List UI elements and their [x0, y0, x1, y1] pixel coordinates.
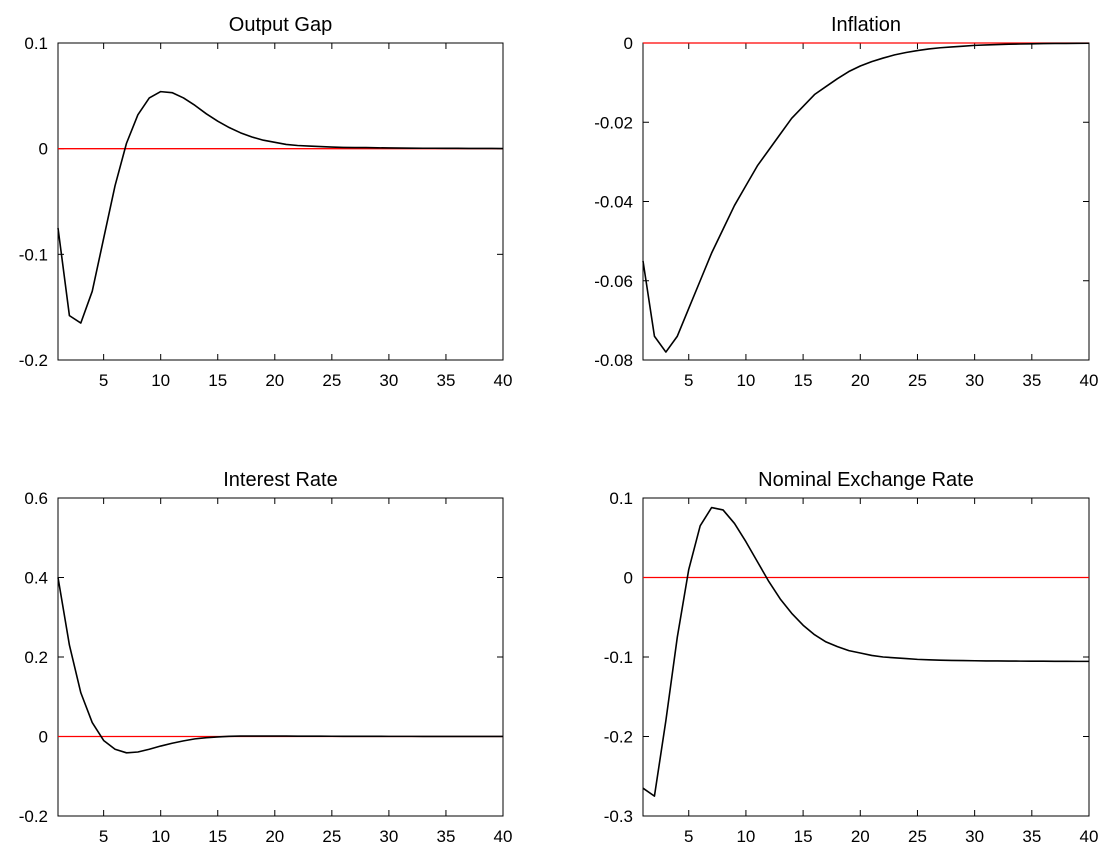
x-tick-label: 35 [436, 371, 455, 390]
y-tick-label: 0.2 [24, 648, 48, 667]
x-tick-label: 15 [794, 371, 813, 390]
x-tick-label: 30 [379, 827, 398, 846]
x-tick-label: 5 [99, 371, 108, 390]
plot-frame [57, 42, 504, 361]
x-tick-label: 15 [794, 827, 813, 846]
x-tick-label: 20 [851, 827, 870, 846]
x-tick-label: 25 [322, 827, 341, 846]
y-tick-label: 0.6 [24, 489, 48, 508]
x-tick-label: 25 [322, 371, 341, 390]
plot-frame [57, 497, 504, 817]
x-tick-label: 15 [208, 827, 227, 846]
series-line [642, 42, 1090, 353]
y-tick-label: -0.1 [604, 648, 633, 667]
x-tick-label: 10 [151, 371, 170, 390]
y-tick-label: 0.4 [24, 569, 48, 588]
y-tick-label: 0 [39, 140, 48, 159]
x-tick-label: 15 [208, 371, 227, 390]
y-tick-label: -0.3 [604, 807, 633, 826]
y-tick-label: 0 [624, 34, 633, 53]
y-tick-label: -0.2 [604, 728, 633, 747]
series-line [57, 577, 503, 754]
chart-panel-3: Interest Rate 5 10 15 20 25 30 35 40 -0.2 0 0.2 0.4 0… [19, 469, 513, 846]
x-tick-label: 30 [379, 371, 398, 390]
chart-panel-1: Output Gap 5 10 15 20 25 30 35 40 -0.2 -0.1 0 0.1 [19, 14, 513, 390]
x-tick-label: 30 [965, 827, 984, 846]
x-tick-label: 40 [1080, 827, 1099, 846]
chart-title: Output Gap [229, 14, 332, 36]
chart-title: Interest Rate [223, 469, 338, 491]
y-tick-label: 0 [39, 728, 48, 747]
x-tick-label: 5 [684, 371, 693, 390]
x-tick-label: 10 [151, 827, 170, 846]
x-tick-label: 10 [736, 371, 755, 390]
y-tick-label: -0.02 [594, 113, 633, 132]
x-tick-label: 40 [494, 827, 513, 846]
x-tick-label: 25 [908, 371, 927, 390]
plot-frame [642, 42, 1090, 361]
x-tick-label: 5 [99, 827, 108, 846]
x-tick-label: 35 [436, 827, 455, 846]
x-tick-label: 30 [965, 371, 984, 390]
x-tick-label: 20 [851, 371, 870, 390]
x-tick-label: 10 [736, 827, 755, 846]
y-tick-label: -0.2 [19, 807, 48, 826]
x-tick-label: 40 [494, 371, 513, 390]
y-tick-label: -0.08 [594, 351, 633, 370]
series-line [642, 506, 1089, 797]
x-tick-label: 40 [1080, 371, 1099, 390]
chart-panel-2: Inflation 5 10 15 20 25 30 35 40 -0.08 -0.06 -0.04 -… [594, 14, 1098, 390]
plot-frame [642, 497, 1090, 817]
y-tick-label: 0.1 [24, 34, 48, 53]
y-tick-label: -0.04 [594, 193, 633, 212]
series-line [57, 90, 504, 324]
chart-title: Nominal Exchange Rate [758, 469, 974, 491]
x-tick-label: 20 [265, 371, 284, 390]
y-tick-label: -0.1 [19, 245, 48, 264]
y-tick-label: -0.06 [594, 272, 633, 291]
y-tick-label: 0 [624, 569, 633, 588]
y-tick-label: 0.1 [609, 489, 633, 508]
x-tick-label: 35 [1022, 827, 1041, 846]
x-tick-label: 20 [265, 827, 284, 846]
x-tick-label: 5 [684, 827, 693, 846]
y-tick-label: -0.2 [19, 351, 48, 370]
x-tick-label: 35 [1022, 371, 1041, 390]
x-tick-label: 25 [908, 827, 927, 846]
chart-panel-4: Nominal Exchange Rate 5 10 15 20 25 30 35 40 -0.3… [604, 469, 1099, 846]
chart-title: Inflation [831, 14, 901, 36]
